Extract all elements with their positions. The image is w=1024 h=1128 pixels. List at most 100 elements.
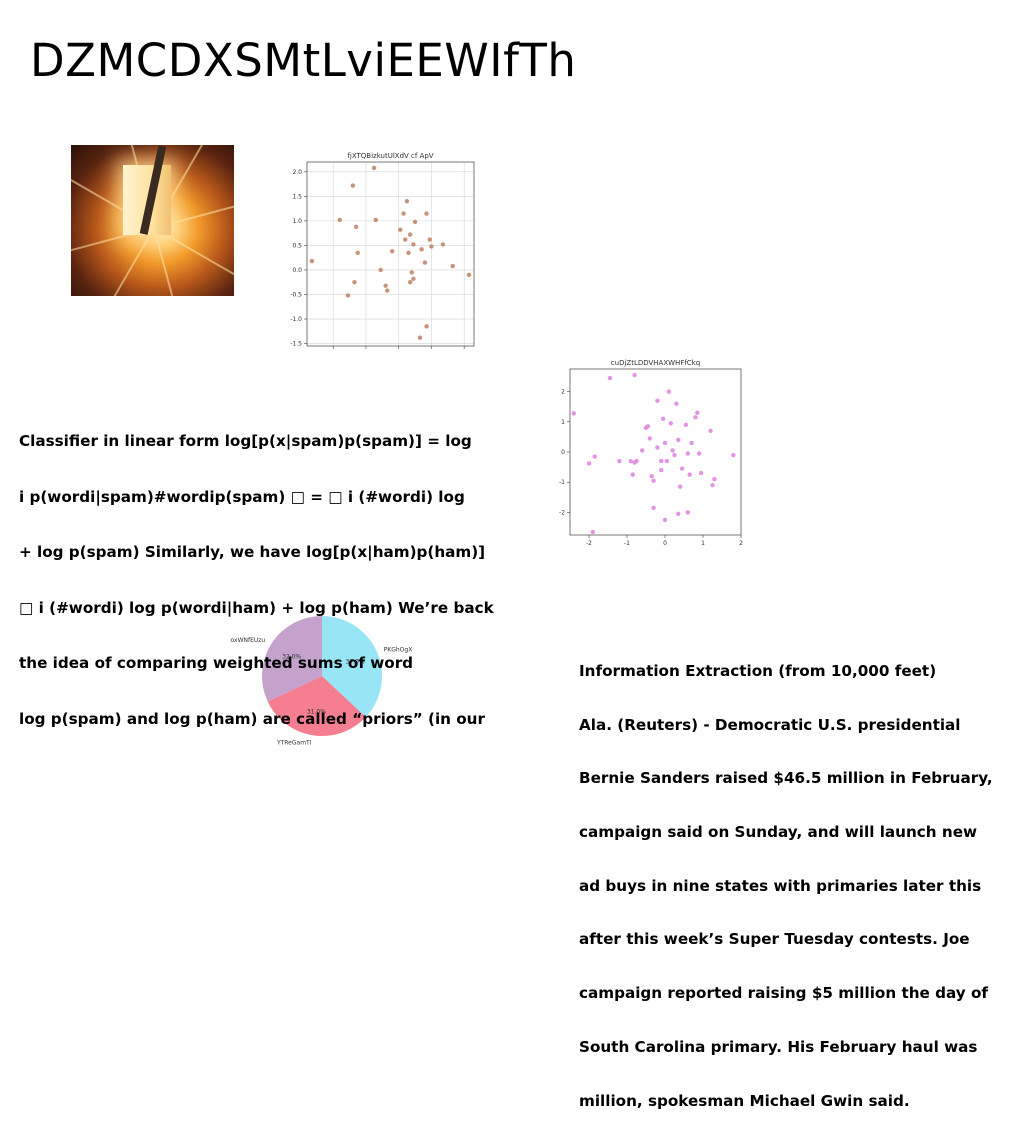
scatter-point bbox=[655, 445, 660, 450]
scatter-point bbox=[412, 219, 418, 225]
y-tick-label: -0.5 bbox=[290, 291, 302, 298]
scatter-point bbox=[693, 415, 698, 420]
y-tick-label: 1 bbox=[561, 419, 565, 426]
scatter-point bbox=[371, 165, 377, 171]
scatter-point bbox=[710, 483, 715, 488]
x-tick-label: -2 bbox=[586, 540, 592, 547]
scatter-point bbox=[685, 451, 690, 456]
x-tick-label: -1 bbox=[624, 540, 630, 547]
scatter-point bbox=[632, 372, 637, 378]
scatter-point bbox=[676, 511, 681, 517]
text-line: after this week’s Super Tuesday contests… bbox=[579, 930, 970, 949]
scatter-point bbox=[651, 478, 656, 483]
text-line: million, spokesman Michael Gwin said. bbox=[579, 1091, 910, 1110]
scatter-chart-2-svg: cuDjZtLDDVHAXWHFfCkq -2 -1 0 1 2 -2 -1 0 1 2 bbox=[559, 359, 743, 547]
text-line: Information Extraction (from 10,000 feet… bbox=[579, 661, 937, 680]
x-tick-label: 0 bbox=[663, 540, 667, 547]
plot-frame bbox=[569, 368, 742, 536]
right-text-block: Information Extraction (from 10,000 feet… bbox=[579, 627, 993, 1128]
scatter-point bbox=[666, 389, 671, 394]
pie-chart-svg: 37.0% PKGhOgX 31.0% YTReGamTI 32.0% oxWNfEUzu bbox=[231, 616, 413, 746]
scatter-point bbox=[712, 476, 717, 482]
scatter-point bbox=[670, 448, 675, 453]
scatter-point bbox=[651, 505, 656, 511]
scatter-point bbox=[689, 440, 694, 446]
scatter-point bbox=[422, 260, 428, 265]
scatter-point bbox=[407, 280, 413, 285]
scatter-point bbox=[698, 470, 704, 476]
scatter-point bbox=[383, 283, 388, 288]
scatter-point bbox=[672, 452, 677, 458]
scatter-point bbox=[424, 211, 429, 216]
scatter-point bbox=[401, 211, 406, 216]
left-text-block: Classifier in linear form log[p(x|spam)p… bbox=[19, 395, 494, 747]
scatter-point bbox=[411, 276, 416, 281]
scatter-point bbox=[664, 458, 670, 464]
text-line: ad buys in nine states with primaries la… bbox=[579, 876, 982, 895]
scatter-chart-1: fjXTQBizkutUlXdV cf ApV-2-1012-1.5-1.0-0… bbox=[282, 148, 478, 350]
text-line: Classifier in linear form log[p(x|spam)p… bbox=[19, 432, 472, 450]
text-line: Ala. (Reuters) - Democratic U.S. preside… bbox=[579, 715, 961, 734]
scatter-point bbox=[571, 411, 576, 416]
scatter-point bbox=[429, 244, 434, 249]
y-tick-label: -1.5 bbox=[290, 341, 302, 348]
pie-percent-label: 37.0% bbox=[346, 659, 365, 666]
text-line: campaign reported raising $5 million the… bbox=[579, 984, 988, 1003]
scatter-point bbox=[617, 458, 622, 464]
chart-title: cuDjZtLDDVHAXWHFfCkq bbox=[611, 359, 700, 367]
text-line: + log p(spam) Similarly, we have log[p(x… bbox=[19, 543, 486, 561]
scatter-point bbox=[385, 288, 390, 293]
text-line: South Carolina primary. His February hau… bbox=[579, 1037, 978, 1056]
scatter-point bbox=[708, 428, 713, 434]
scatter-point bbox=[440, 242, 446, 247]
scatter-point bbox=[628, 458, 633, 464]
scatter-point bbox=[630, 472, 635, 477]
scatter-point bbox=[419, 247, 424, 252]
scatter-point bbox=[592, 454, 597, 459]
text-line: campaign said on Sunday, and will launch… bbox=[579, 822, 978, 841]
pie-slice bbox=[267, 676, 366, 736]
pie-slice-label: YTReGamTI bbox=[276, 739, 312, 746]
scatter-point bbox=[676, 437, 681, 443]
scatter-point bbox=[337, 217, 342, 223]
glowing-light-photo bbox=[71, 145, 234, 296]
scatter-point bbox=[590, 529, 595, 535]
scatter-point bbox=[403, 237, 408, 242]
scatter-chart-2: cuDjZtLDDVHAXWHFfCkq -2 -1 0 1 2 -2 -1 0 1 2 bbox=[556, 356, 746, 548]
y-tick-label: 2 bbox=[561, 389, 565, 396]
scatter-chart-1-svg: fjXTQBizkutUlXdV cf ApV-2-1012-1.5-1.0-0… bbox=[290, 152, 475, 349]
scatter-point bbox=[427, 237, 432, 242]
y-tick-label: -1.0 bbox=[290, 316, 302, 323]
pie-slice bbox=[322, 616, 382, 718]
text-line: the idea of comparing weighted sums of w… bbox=[19, 654, 414, 672]
pie-percent-label: 31.0% bbox=[307, 709, 326, 716]
scatter-point bbox=[378, 267, 383, 273]
scatter-point bbox=[731, 452, 736, 458]
pie-percent-label: 32.0% bbox=[282, 654, 301, 661]
scatter-point bbox=[655, 398, 660, 403]
scatter-point bbox=[309, 258, 315, 264]
scatter-point bbox=[373, 217, 378, 223]
scatter-point bbox=[586, 461, 592, 466]
scatter-point bbox=[407, 232, 413, 237]
chart-title: fjXTQBizkutUlXdV cf ApV bbox=[347, 152, 433, 160]
scatter-point bbox=[695, 410, 700, 415]
scatter-point bbox=[634, 458, 639, 464]
scatter-point bbox=[352, 280, 357, 285]
scatter-point bbox=[697, 451, 702, 456]
y-tick-label: 2.0 bbox=[292, 169, 302, 176]
scatter-point bbox=[683, 422, 689, 428]
scatter-point bbox=[645, 424, 651, 429]
scatter-point bbox=[409, 270, 414, 275]
y-tick-label: 1.5 bbox=[292, 193, 302, 200]
x-tick-label: 2 bbox=[739, 540, 743, 547]
pie-slice bbox=[262, 616, 322, 702]
scatter-point bbox=[466, 272, 472, 278]
scatter-point bbox=[355, 250, 360, 255]
text-line: Bernie Sanders raised $46.5 million in F… bbox=[579, 769, 993, 788]
scatter-point bbox=[389, 249, 395, 254]
pie-slice-label: PKGhOgX bbox=[384, 646, 413, 653]
scatter-point bbox=[424, 324, 429, 329]
scatter-point bbox=[679, 466, 685, 471]
scatter-point bbox=[411, 242, 416, 247]
